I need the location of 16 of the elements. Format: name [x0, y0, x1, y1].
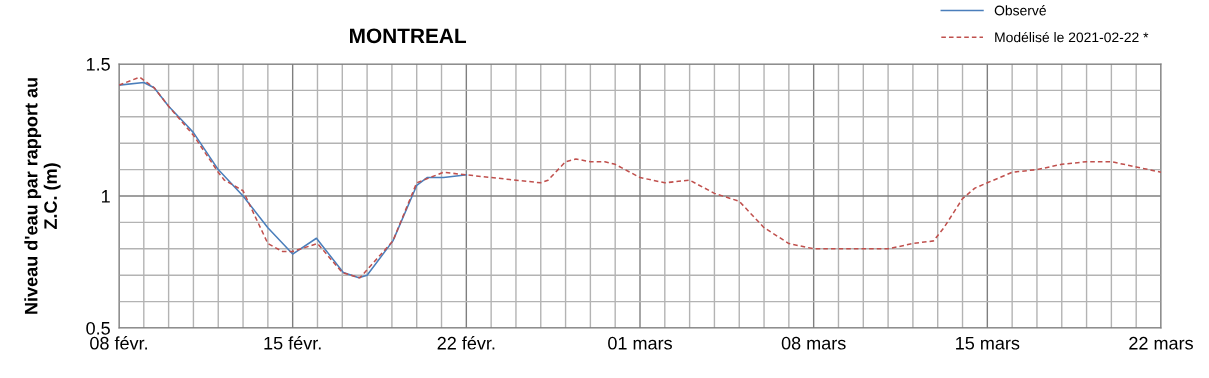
x-tick-label: 08 févr.	[90, 336, 147, 350]
line-series	[119, 81, 468, 279]
y-tick-label: 0.5	[86, 321, 110, 335]
x-tick-label: 22 févr.	[437, 336, 495, 350]
y-tick-label: 1.5	[86, 58, 110, 71]
legend-label: Modélisé le 2021-02-22 *	[995, 31, 1149, 43]
x-tick-label: 08 mars	[781, 336, 846, 350]
line-series	[119, 76, 1161, 279]
chart-title: MONTREAL	[350, 28, 467, 44]
y-tick-label: 1	[102, 190, 110, 203]
x-tick-label: 15 févr.	[264, 336, 321, 350]
x-tick-label: 01 mars	[608, 336, 672, 350]
legend-label: Observé	[994, 5, 1046, 16]
y-axis-title: Niveau d'eau par rapport au Z.C. (m)	[24, 78, 61, 314]
x-tick-label: 22 mars	[1129, 336, 1193, 350]
x-tick-label: 15 mars	[956, 337, 1020, 350]
